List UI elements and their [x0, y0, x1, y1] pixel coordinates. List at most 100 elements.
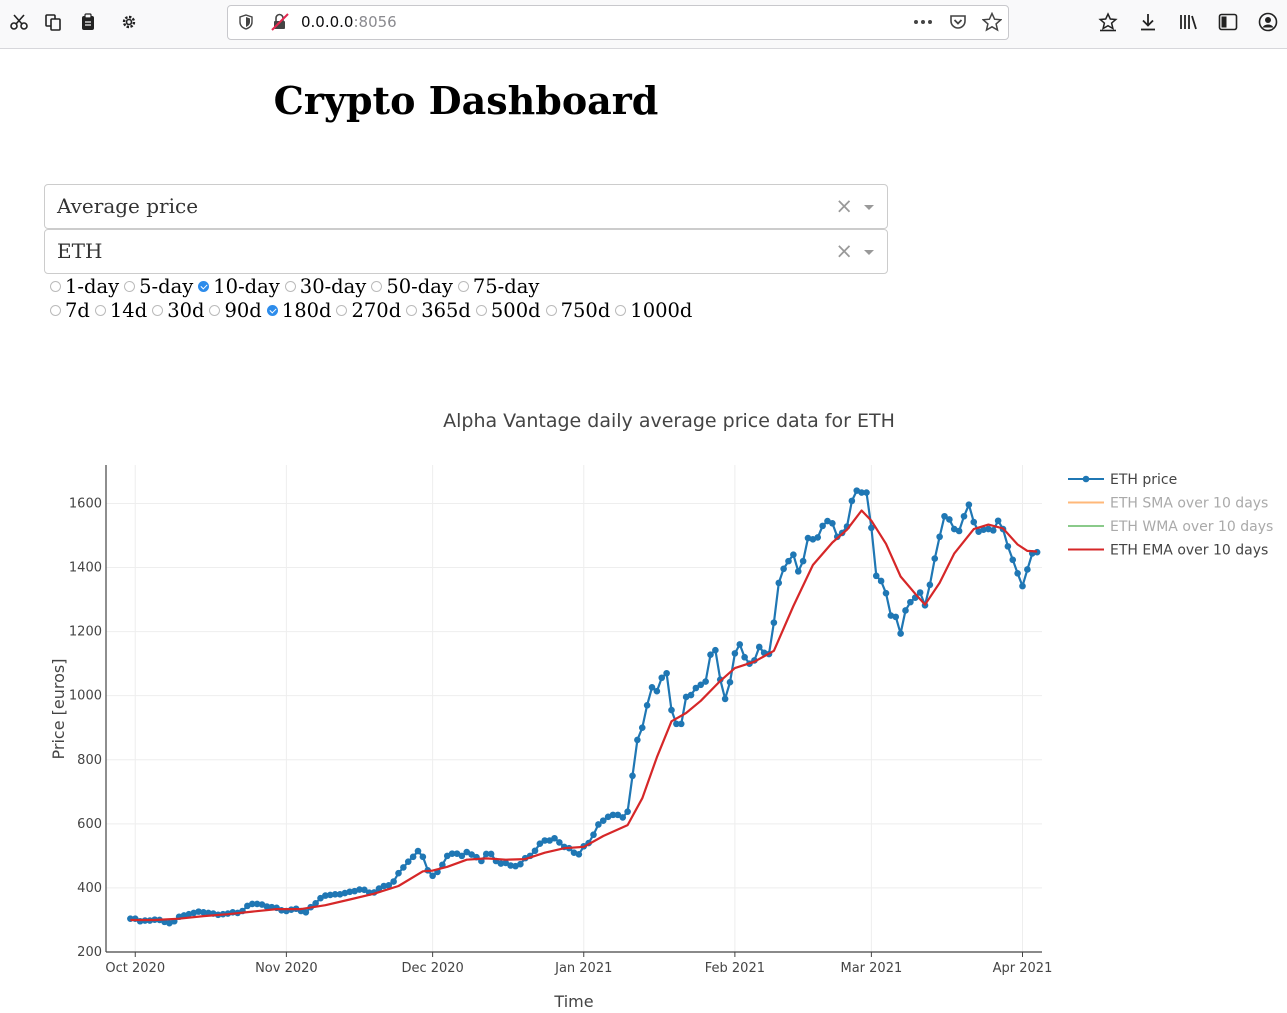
gear-icon[interactable] [117, 10, 141, 34]
data-point [926, 581, 934, 589]
paste-icon[interactable] [76, 10, 100, 34]
ma-window-option-50-day[interactable]: 50-day [371, 275, 453, 298]
data-point [653, 687, 661, 695]
ma-window-label: 75-day [472, 274, 540, 298]
download-icon[interactable] [1136, 10, 1160, 34]
asset-clear-icon[interactable]: × [835, 239, 853, 263]
ma-window-label: 10-day [213, 274, 280, 298]
metric-chevron-down-icon[interactable] [864, 205, 874, 210]
data-point [409, 853, 417, 861]
url-port: :8056 [353, 13, 397, 31]
data-point [1009, 556, 1017, 564]
account-icon[interactable] [1256, 10, 1280, 34]
legend-item[interactable]: ETH EMA over 10 days [1068, 543, 1268, 559]
range-option-14d[interactable]: 14d [94, 299, 147, 322]
data-point [707, 651, 714, 658]
range-option-270d[interactable]: 270d [336, 299, 401, 322]
range-radio-90d[interactable] [209, 304, 221, 316]
ma-window-radio-50-day[interactable] [371, 280, 383, 292]
data-point [629, 772, 636, 780]
range-radio-1000d[interactable] [615, 304, 627, 316]
bookmark-star-icon[interactable] [980, 10, 1004, 34]
ma-window-radio-5-day[interactable] [124, 280, 136, 292]
range-radio-14d[interactable] [94, 304, 106, 316]
range-option-180d[interactable]: 180d [266, 299, 331, 322]
ma-window-option-75-day[interactable]: 75-day [457, 274, 540, 298]
range-radio-750d[interactable] [545, 304, 557, 316]
asset-chevron-down-icon[interactable] [864, 250, 874, 255]
range-option-1000d[interactable]: 1000d [615, 299, 692, 322]
range-option-90d[interactable]: 90d [209, 299, 262, 322]
range-option-750d[interactable]: 750d [545, 299, 610, 322]
data-point [404, 858, 412, 865]
y-tick-label: 1400 [69, 561, 102, 576]
series-line-eth-ema-over-10-days [130, 509, 1038, 922]
ma-window-radio-10-day[interactable] [198, 280, 210, 292]
copy-icon[interactable] [41, 10, 65, 34]
cut-icon[interactable] [7, 10, 31, 34]
ma-window-option-1-day[interactable]: 1-day [50, 275, 119, 298]
data-point [741, 653, 748, 661]
range-option-30d[interactable]: 30d [152, 299, 204, 322]
data-point [346, 888, 354, 896]
data-point [575, 850, 583, 858]
legend-item[interactable]: ETH WMA over 10 days [1068, 519, 1273, 535]
data-point [517, 860, 524, 868]
sidebar-icon[interactable] [1216, 10, 1240, 34]
chart-title: Alpha Vantage daily average price data f… [443, 410, 895, 432]
data-point [872, 572, 880, 580]
range-option-500d[interactable]: 500d [475, 299, 541, 322]
range-radio-270d[interactable] [336, 304, 348, 316]
y-tick-label: 400 [77, 881, 102, 896]
range-radio-7d[interactable] [50, 304, 61, 316]
data-point [195, 908, 202, 915]
more-actions-icon[interactable] [911, 10, 935, 34]
data-point [1014, 569, 1021, 577]
y-tick-label: 200 [77, 945, 102, 960]
bookmarks-star-icon[interactable] [1096, 10, 1120, 34]
legend-item[interactable]: ETH SMA over 10 days [1068, 496, 1268, 512]
range-radio-30d[interactable] [152, 304, 164, 316]
metric-clear-icon[interactable]: × [835, 194, 853, 218]
ma-window-radio-30-day[interactable] [284, 280, 296, 292]
data-point [487, 850, 495, 858]
range-option-7d[interactable]: 7d [50, 299, 90, 322]
data-point [248, 900, 256, 908]
shield-icon[interactable] [234, 10, 258, 34]
data-point [614, 811, 622, 819]
data-point [1024, 566, 1031, 573]
ma-window-option-30-day[interactable]: 30-day [284, 275, 366, 298]
x-tick-label: Feb 2021 [705, 961, 765, 976]
ma-window-option-5-day[interactable]: 5-day [124, 275, 193, 298]
metric-dropdown[interactable]: Average price × [44, 184, 888, 229]
data-point [312, 900, 319, 907]
data-point [361, 886, 368, 894]
asset-dropdown[interactable]: ETH × [44, 229, 888, 274]
data-point [780, 565, 787, 573]
pocket-icon[interactable] [946, 10, 970, 34]
range-radio-500d[interactable] [475, 304, 487, 316]
data-point [643, 701, 651, 709]
y-tick-label: 1600 [69, 496, 102, 511]
y-tick-label: 1000 [69, 689, 102, 704]
ma-window-radio-group: 1-day 5-day 10-day 30-day 50-day 75-day [50, 274, 544, 298]
range-radio-365d[interactable] [406, 304, 418, 316]
ma-window-radio-75-day[interactable] [457, 280, 469, 292]
data-point [263, 903, 271, 910]
url-bar[interactable]: 0.0.0.0:8056 [227, 5, 1009, 40]
ma-window-option-10-day[interactable]: 10-day [198, 275, 280, 298]
legend-item[interactable]: ETH price [1068, 472, 1177, 488]
library-icon[interactable] [1176, 10, 1200, 34]
range-option-365d[interactable]: 365d [406, 299, 471, 322]
data-point [468, 851, 475, 858]
range-radio-180d[interactable] [266, 304, 278, 316]
data-point [790, 551, 797, 559]
insecure-connection-icon[interactable] [268, 10, 292, 34]
data-point [882, 589, 890, 597]
range-label: 1000d [630, 298, 693, 322]
range-label: 270d [351, 298, 402, 322]
data-point [595, 821, 602, 828]
data-point [507, 862, 514, 869]
ma-window-radio-1-day[interactable] [50, 280, 61, 292]
data-point [414, 847, 422, 855]
